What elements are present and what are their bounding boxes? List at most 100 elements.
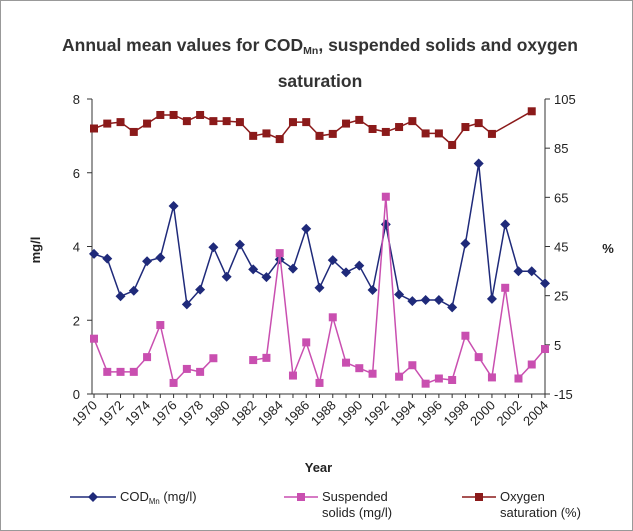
data-point — [89, 248, 99, 259]
y-axis-label: mg/l — [28, 237, 43, 264]
data-point — [288, 118, 297, 127]
data-point — [380, 219, 391, 230]
y2-tick-label: 45 — [554, 240, 568, 255]
y-tick-label: 2 — [73, 313, 80, 328]
x-tick-label: 1992 — [361, 398, 392, 429]
data-point — [302, 338, 311, 347]
data-point — [275, 249, 284, 258]
x-tick-label: 1990 — [334, 398, 365, 429]
text-part: , suspended solids and oxygen saturation — [277, 35, 578, 91]
data-point — [395, 123, 404, 132]
data-point — [381, 127, 390, 136]
text-part: (mg/l) — [159, 489, 197, 504]
data-point — [235, 118, 244, 127]
data-point — [221, 271, 232, 282]
data-point — [195, 284, 206, 295]
data-point — [208, 242, 219, 253]
data-point — [487, 373, 496, 382]
data-point — [527, 107, 536, 116]
data-point — [355, 364, 364, 373]
x-tick-label: 1994 — [387, 398, 418, 429]
data-point — [421, 379, 430, 388]
data-point — [407, 296, 418, 307]
data-point — [156, 321, 165, 330]
legend-marker — [88, 492, 98, 502]
data-point — [142, 256, 153, 267]
data-point — [301, 223, 312, 234]
data-point — [434, 374, 443, 383]
data-point — [209, 354, 218, 363]
data-point — [368, 124, 377, 133]
y2-tick-label: -15 — [554, 387, 573, 402]
data-point — [514, 374, 523, 383]
legend-label: Oxygen saturation (%) — [500, 489, 595, 521]
data-point — [181, 299, 192, 310]
x-tick-label: 1980 — [202, 398, 233, 429]
y2-tick-label: 5 — [554, 338, 561, 353]
x-tick-label: 1978 — [175, 398, 206, 429]
text-part: Oxygen saturation (%) — [500, 489, 581, 520]
data-point — [526, 266, 537, 277]
data-point — [143, 353, 152, 362]
data-point — [314, 282, 325, 293]
legend-label: CODMn (mg/l) — [120, 489, 230, 510]
x-axis-label: Year — [305, 460, 332, 475]
data-point — [128, 285, 139, 296]
data-point — [448, 140, 457, 149]
data-point — [342, 119, 351, 128]
data-point — [527, 360, 536, 369]
y-tick-label: 0 — [73, 387, 80, 402]
y2-tick-label: 105 — [554, 92, 576, 107]
data-point — [327, 255, 338, 266]
data-point — [116, 118, 125, 127]
data-point — [249, 356, 258, 365]
data-point — [302, 118, 311, 127]
y-tick-label: 6 — [73, 166, 80, 181]
data-point — [182, 364, 191, 373]
data-point — [90, 334, 98, 343]
data-point — [474, 119, 483, 128]
x-tick-label: 2002 — [494, 398, 525, 429]
data-point — [486, 293, 497, 304]
data-point — [447, 302, 458, 313]
data-point — [433, 294, 444, 305]
data-point — [90, 124, 98, 133]
y2-tick-label: 85 — [554, 141, 568, 156]
data-point — [394, 289, 405, 300]
x-tick-label: 2000 — [467, 398, 498, 429]
data-point — [103, 367, 112, 376]
data-point — [461, 331, 470, 340]
x-tick-label: 1998 — [440, 398, 471, 429]
data-point — [168, 200, 179, 211]
x-tick-label: 1970 — [69, 398, 100, 429]
data-point — [287, 263, 298, 274]
data-point — [328, 129, 337, 138]
x-tick-label: 1974 — [122, 398, 153, 429]
data-point — [129, 127, 138, 136]
x-tick-label: 1972 — [96, 398, 127, 429]
data-point — [288, 371, 297, 380]
data-point — [501, 283, 510, 292]
data-point — [169, 110, 178, 119]
data-point — [103, 119, 112, 128]
data-point — [541, 345, 549, 354]
data-point — [540, 278, 550, 289]
data-point — [420, 294, 431, 305]
chart-title: Annual mean values for CODMn, suspended … — [60, 30, 580, 96]
data-point — [155, 252, 166, 263]
y2-axis-label: % — [602, 241, 614, 256]
data-point — [354, 260, 365, 271]
data-point — [275, 135, 284, 144]
data-point — [209, 117, 218, 126]
data-point — [448, 375, 457, 384]
data-point — [368, 369, 377, 378]
data-point — [262, 353, 271, 362]
data-point — [262, 129, 271, 138]
legend-label: Suspended solids (mg/l) — [322, 489, 418, 521]
data-point — [367, 285, 378, 296]
text-part: Mn — [303, 45, 319, 57]
data-point — [261, 272, 272, 283]
data-point — [355, 115, 364, 124]
